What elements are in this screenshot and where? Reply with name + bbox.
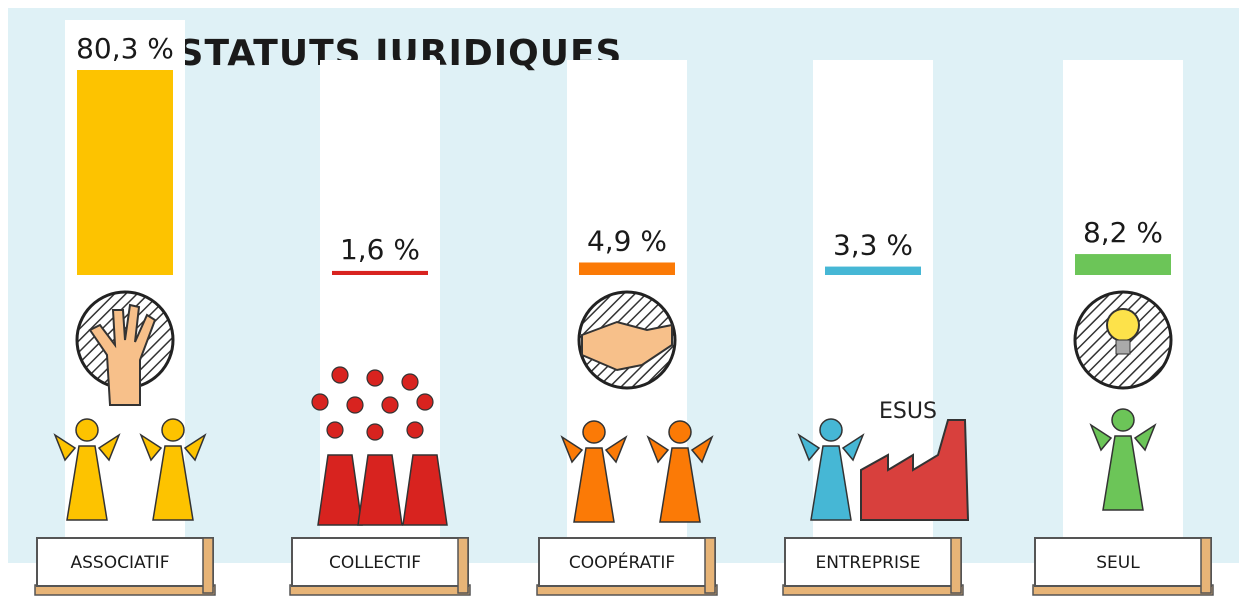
- category-label: COOPÉRATIF: [569, 551, 675, 573]
- icon-handshake: [581, 320, 673, 372]
- figure-arm: [604, 435, 628, 464]
- annotation: ESUS: [879, 399, 937, 424]
- crowd-head: [381, 396, 399, 414]
- crowd-head: [346, 396, 364, 414]
- figure-arm: [646, 435, 670, 464]
- figure-body: [1102, 435, 1144, 511]
- crowd-head: [326, 421, 344, 439]
- figure-arm: [690, 435, 714, 464]
- label-box: [784, 537, 962, 587]
- figure-head: [668, 420, 692, 444]
- label-box: [291, 537, 469, 587]
- figure-arm: [797, 433, 821, 462]
- crowd-head: [406, 421, 424, 439]
- bar: [77, 70, 173, 275]
- crowd-body: [357, 454, 403, 526]
- crowd-body: [402, 454, 448, 526]
- figure-body: [659, 447, 701, 523]
- figure-head: [582, 420, 606, 444]
- figure-arm: [1089, 423, 1113, 452]
- figure-head: [75, 418, 99, 442]
- crowd-head: [366, 369, 384, 387]
- figure-body: [152, 445, 194, 521]
- category-label: COLLECTIF: [329, 553, 421, 573]
- label-box: [1034, 537, 1212, 587]
- value-label: 4,9 %: [587, 224, 667, 257]
- value-label: 8,2 %: [1083, 216, 1163, 249]
- figure-arm: [139, 433, 163, 462]
- label-box-side: [1200, 537, 1212, 594]
- figure-head: [819, 418, 843, 442]
- crowd-head: [401, 373, 419, 391]
- figure-arm: [841, 433, 865, 462]
- category-label: ENTREPRISE: [815, 553, 920, 573]
- crowd-head: [311, 393, 329, 411]
- label-box: [538, 537, 716, 587]
- figure-body: [66, 445, 108, 521]
- figure-arm: [183, 433, 207, 462]
- figure-arm: [1133, 423, 1157, 452]
- crowd-head: [366, 423, 384, 441]
- label-box-side: [457, 537, 469, 594]
- category-label: SEUL: [1096, 553, 1140, 573]
- figure-arm: [560, 435, 584, 464]
- figure-arm: [53, 433, 77, 462]
- value-label: 80,3 %: [76, 32, 174, 65]
- figure-head: [1111, 408, 1135, 432]
- factory: [860, 419, 970, 521]
- figure-body: [810, 445, 852, 521]
- value-label: 1,6 %: [340, 233, 420, 266]
- bulb-base: [1115, 339, 1131, 355]
- bar: [332, 270, 428, 275]
- figure-arm: [97, 433, 121, 462]
- label-box-side: [950, 537, 962, 594]
- label-box-side: [704, 537, 716, 594]
- crowd-head: [331, 366, 349, 384]
- bar: [825, 266, 921, 275]
- bar: [1075, 254, 1171, 275]
- label-box: [36, 537, 214, 587]
- icon-hand: [88, 303, 157, 406]
- value-label: 3,3 %: [833, 229, 913, 262]
- figure-body: [573, 447, 615, 523]
- bulb: [1106, 308, 1140, 342]
- label-box-side: [202, 537, 214, 594]
- crowd-head: [416, 393, 434, 411]
- figure-head: [161, 418, 185, 442]
- category-label: ASSOCIATIF: [71, 553, 170, 573]
- bar: [579, 262, 675, 275]
